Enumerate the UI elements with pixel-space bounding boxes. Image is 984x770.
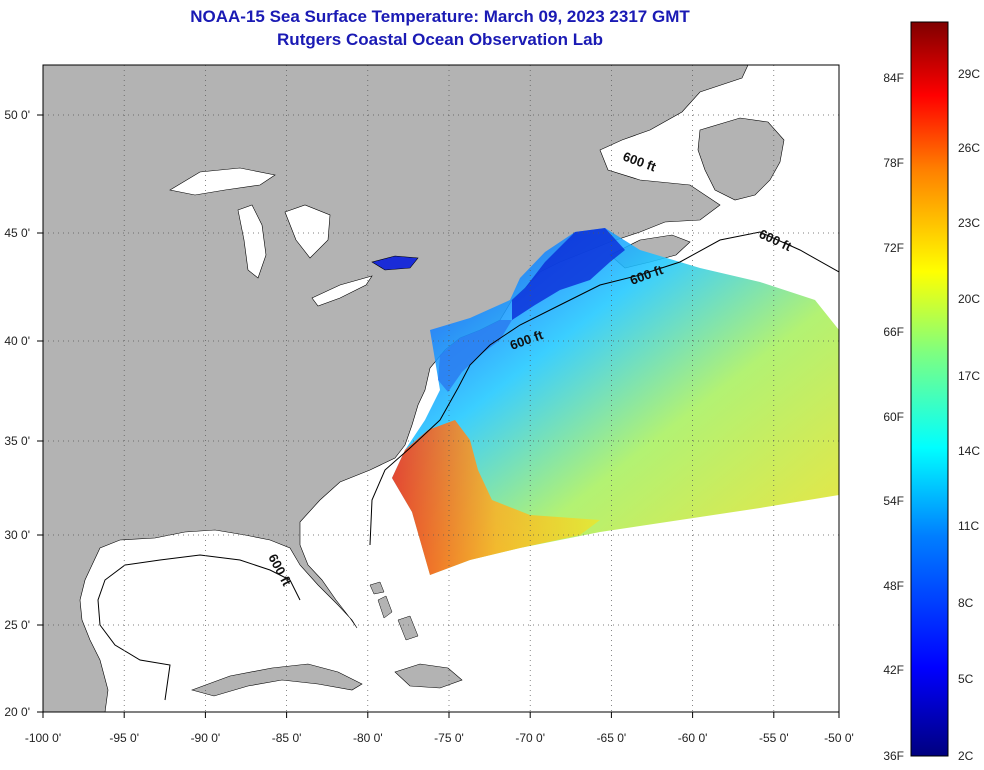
longitude-label: -60 0' <box>678 731 708 745</box>
newfoundland <box>697 117 785 201</box>
hispaniola <box>394 663 463 689</box>
longitude-label: -70 0' <box>515 731 545 745</box>
axis-ticks <box>37 114 840 718</box>
colorbar-c-label: 26C <box>958 141 980 155</box>
colorbar-f-label: 48F <box>883 579 904 593</box>
longitude-label: -50 0' <box>824 731 854 745</box>
colorbar-c-label: 29C <box>958 67 980 81</box>
colorbar-f-label: 60F <box>883 410 904 424</box>
chart-subtitle: Rutgers Coastal Ocean Observation Lab <box>277 30 603 49</box>
colorbar-c-label: 14C <box>958 444 980 458</box>
longitude-label: -90 0' <box>191 731 221 745</box>
colorbar-c-label: 8C <box>958 596 974 610</box>
colorbar-c-label: 11C <box>958 519 979 533</box>
lake-erie <box>311 275 373 307</box>
plot-frame <box>42 64 840 713</box>
colorbar-c-label: 17C <box>958 369 980 383</box>
lake-huron <box>284 204 331 259</box>
latitude-label: 35 0' <box>4 434 30 448</box>
colorbar-f-label: 42F <box>883 663 904 677</box>
colorbar-f-label: 84F <box>883 71 904 85</box>
isobath-600ft-atlantic <box>369 231 839 546</box>
colorbar-f-label: 54F <box>883 494 904 508</box>
gulf-stream-band <box>392 420 600 575</box>
latitude-label: 40 0' <box>4 334 30 348</box>
longitude-label: -85 0' <box>272 731 302 745</box>
latitude-label: 50 0' <box>4 108 30 122</box>
colorbar-c-label: 2C <box>958 749 974 763</box>
longitude-label: -75 0' <box>434 731 464 745</box>
longitude-label: -55 0' <box>759 731 789 745</box>
latitude-label: 30 0' <box>4 528 30 542</box>
latitude-label: 20 0' <box>4 705 30 719</box>
longitude-label: -100 0' <box>25 731 61 745</box>
chart-title: NOAA-15 Sea Surface Temperature: March 0… <box>190 7 690 26</box>
colorbar-c-label: 5C <box>958 672 974 686</box>
longitude-label: -95 0' <box>109 731 139 745</box>
colorbar-f-label: 72F <box>883 241 904 255</box>
cuba <box>191 663 363 697</box>
lake-superior <box>169 167 276 196</box>
latitude-label: 25 0' <box>4 618 30 632</box>
coastal-cold-strip <box>438 320 512 392</box>
bahamas <box>369 581 419 641</box>
colorbar-f-label: 78F <box>883 156 904 170</box>
lake-ontario <box>371 255 419 271</box>
sst-swath <box>392 228 839 575</box>
longitude-label: -65 0' <box>597 731 627 745</box>
cold-shelf-water <box>512 228 625 320</box>
latitude-label: 45 0' <box>4 226 30 240</box>
lake-michigan <box>237 204 267 279</box>
colorbar-f-label: 36F <box>883 749 904 763</box>
isobath-600ft-gulf <box>97 554 301 701</box>
colorbar <box>910 21 949 757</box>
longitude-label: -80 0' <box>353 731 383 745</box>
colorbar-c-label: 20C <box>958 292 980 306</box>
colorbar-f-label: 66F <box>883 325 904 339</box>
colorbar-c-label: 23C <box>958 216 980 230</box>
north-america-landmass <box>43 65 749 712</box>
